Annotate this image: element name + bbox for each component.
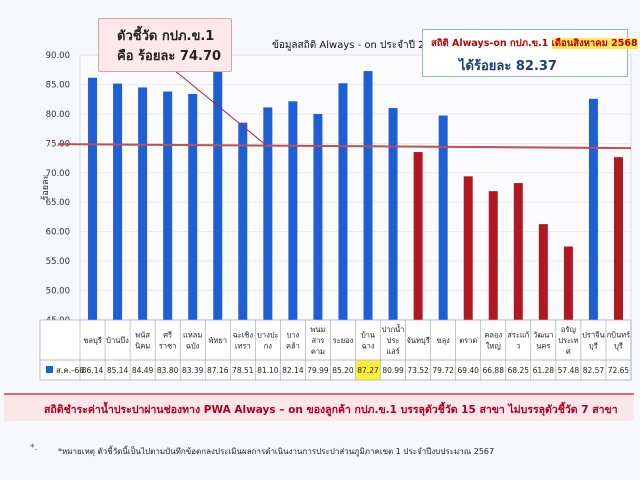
data-label: 78.51 <box>232 366 254 375</box>
bar <box>88 77 98 320</box>
y-axis-label: ร้อยละ <box>40 174 51 200</box>
bar <box>163 91 173 320</box>
data-table <box>39 319 632 381</box>
target-line <box>57 143 632 150</box>
y-tick-label: 60.00 <box>46 228 70 238</box>
bar <box>113 83 123 321</box>
bar <box>363 71 373 321</box>
bar <box>288 101 298 320</box>
x-tick-label: ขลุง <box>436 336 450 345</box>
data-label: 72.65 <box>608 366 630 375</box>
data-label: 83.39 <box>182 366 204 375</box>
x-tick-label: ฉะเชิงเทรา <box>233 331 254 351</box>
x-tick-label: ตราด <box>459 336 477 345</box>
x-tick-label: ศรีราชา <box>159 331 177 351</box>
data-label: 85.14 <box>107 366 129 375</box>
target-callout-line2: คือ ร้อยละ 74.70 <box>117 49 222 64</box>
data-label: 86.14 <box>82 366 104 375</box>
summary-banner-text: สถิติชำระค่าน้ำประปาผ่านช่องทาง PWA Alwa… <box>44 404 618 416</box>
bar <box>188 93 198 320</box>
bar <box>563 246 573 320</box>
bar <box>138 87 148 320</box>
x-tick-label: ปากน้ำประแสร์ <box>382 324 405 356</box>
legend-swatch <box>46 366 53 373</box>
data-label: 80.99 <box>382 366 404 375</box>
y-tick-label: 50.00 <box>46 287 70 297</box>
bar <box>413 152 423 320</box>
bar <box>238 122 248 320</box>
bar <box>588 98 598 320</box>
plot-area <box>79 54 632 321</box>
target-callout-line1: ตัวชี้วัด กปภ.ข.1 <box>117 29 215 44</box>
result-callout: สถิติ Always-on กปภ.ข.1 เดือนสิงหาคม 256… <box>422 29 638 77</box>
data-label: 83.80 <box>157 366 179 375</box>
data-label: 79.72 <box>432 366 454 375</box>
y-tick-label: 90.00 <box>46 51 70 61</box>
bar <box>388 108 398 320</box>
x-tick-label: พนมสารคาม <box>310 325 325 356</box>
x-tick-label: พัทยา <box>209 336 228 345</box>
x-tick-label: ชลบุรี <box>83 336 101 345</box>
bar <box>513 183 523 320</box>
x-tick-label: กบินทร์บุรี <box>607 331 630 351</box>
bar <box>338 83 348 321</box>
x-tick-label: ระยอง <box>333 336 354 345</box>
y-tick-label: 65.00 <box>46 198 70 208</box>
x-tick-label: สระแก้ว <box>507 331 529 351</box>
y-tick-label: 55.00 <box>46 257 70 267</box>
x-tick-label: คลองใหญ่ <box>484 331 502 351</box>
result-callout-prefix: สถิติ Always-on กปภ.ข.1 <box>431 38 552 49</box>
data-label: 82.14 <box>282 366 304 375</box>
data-label: 61.28 <box>533 366 555 375</box>
bar <box>438 115 448 320</box>
result-callout-line2: ได้ร้อยละ 82.37 <box>459 59 557 74</box>
bar <box>213 71 223 320</box>
data-label: 84.49 <box>132 366 154 375</box>
x-tick-label: บ้านฉาง <box>361 331 375 351</box>
y-tick-label: 80.00 <box>46 110 70 120</box>
data-label: 87.27 <box>357 366 379 375</box>
legend-label: ส.ค.-68 <box>56 366 84 375</box>
x-tick-label: พนัสนิคม <box>135 331 151 351</box>
data-label: 73.52 <box>407 366 429 375</box>
bar <box>538 224 548 320</box>
bar <box>488 191 498 320</box>
value-highlight <box>356 360 381 380</box>
x-tick-label: จันทบุรี <box>406 336 429 345</box>
result-callout-month: เดือนสิงหาคม 2568 <box>551 38 638 49</box>
footnote: *หมายเหตุ ตัวชี้วัดนี้เป็นไปตามบันทึกข้อ… <box>58 447 495 456</box>
x-tick-label: ปราจีนบุรี <box>582 331 605 351</box>
data-label: 81.10 <box>257 366 279 375</box>
x-tick-label: บ้านบึง <box>106 336 129 345</box>
x-tick-label: แหลมฉบัง <box>183 331 202 351</box>
bar <box>263 107 273 321</box>
data-label: 79.99 <box>307 366 329 375</box>
bar <box>313 113 323 320</box>
y-tick-label: 75.00 <box>46 139 70 149</box>
result-callout-line1: สถิติ Always-on กปภ.ข.1 เดือนสิงหาคม 256… <box>431 36 638 51</box>
data-label: 87.16 <box>207 366 229 375</box>
bar <box>463 176 473 320</box>
data-label: 85.20 <box>332 366 354 375</box>
data-label: 82.57 <box>583 366 605 375</box>
x-tick-label: อรัญประเทศ <box>558 325 578 356</box>
data-label: 57.48 <box>558 366 580 375</box>
y-tick-label: 85.00 <box>46 80 70 90</box>
summary-banner: สถิติชำระค่าน้ำประปาผ่านช่องทาง PWA Alwa… <box>4 393 634 421</box>
y-tick-label: 70.00 <box>46 169 70 179</box>
x-tick-label: วัฒนานคร <box>533 331 553 351</box>
bar <box>613 157 623 320</box>
target-callout: ตัวชี้วัด กปภ.ข.1 คือ ร้อยละ 74.70 <box>98 18 232 72</box>
data-label: 66.88 <box>483 366 505 375</box>
x-tick-label: บางคล้า <box>286 331 300 351</box>
data-label: 68.25 <box>508 366 530 375</box>
callout-leader-line <box>173 69 267 146</box>
chart-title: ข้อมูลสถิติ Always - on ประจำปี 2568 <box>272 40 444 51</box>
data-label: 69.40 <box>457 366 479 375</box>
footnote-marker: *. <box>30 443 38 453</box>
x-tick-label: บางปะกง <box>257 331 278 351</box>
